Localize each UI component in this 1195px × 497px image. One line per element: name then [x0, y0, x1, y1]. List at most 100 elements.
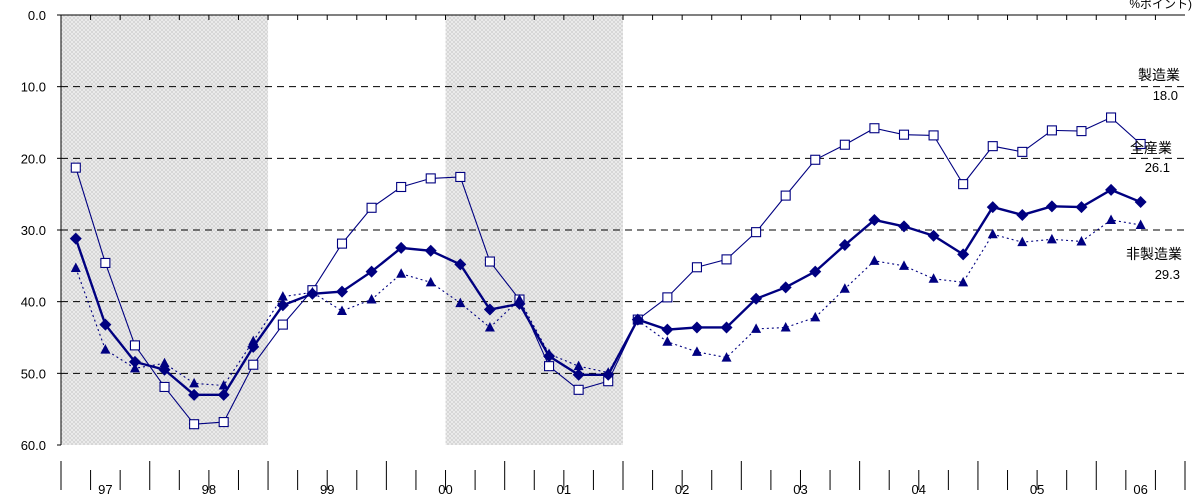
data-point [365, 265, 378, 278]
data-point [662, 336, 673, 346]
data-point [189, 419, 200, 430]
data-point [1076, 126, 1087, 137]
data-point [839, 139, 850, 150]
data-point [691, 346, 702, 356]
data-point [396, 268, 407, 278]
x-tick-label: 00 [438, 482, 452, 497]
data-point [987, 228, 998, 239]
data-point [455, 171, 466, 183]
data-point [1017, 236, 1028, 247]
series-labels: 製造業 18.0 全産業 26.1 非製造業 29.3 [1126, 68, 1182, 282]
data-point [425, 173, 436, 184]
x-tick-label: 01 [557, 482, 571, 497]
data-point [1046, 125, 1057, 136]
data-point [721, 352, 732, 362]
data-point [218, 380, 229, 390]
data-point [189, 377, 200, 388]
data-point [159, 381, 170, 393]
data-point [544, 348, 555, 358]
data-point [810, 154, 821, 165]
series-lines [69, 112, 1147, 430]
series-label: 非製造業 [1126, 247, 1182, 263]
data-point [248, 335, 259, 346]
data-point [661, 323, 674, 336]
data-point [248, 359, 259, 370]
data-point [1135, 219, 1146, 229]
data-point [129, 340, 140, 351]
data-point [218, 417, 229, 428]
data-point [721, 254, 732, 265]
series-end-value: 29.3 [1155, 267, 1180, 282]
data-point [128, 355, 141, 368]
data-point [751, 227, 762, 238]
data-point [898, 129, 910, 140]
data-point [898, 220, 910, 233]
y-tick-label: 0.0 [28, 8, 46, 23]
data-point [868, 213, 881, 226]
data-point [276, 299, 289, 312]
data-point [1076, 235, 1087, 246]
data-point [662, 292, 673, 303]
data-point [1046, 233, 1057, 244]
data-point [1105, 183, 1118, 196]
data-point [780, 190, 791, 201]
data-point [455, 297, 466, 308]
data-point [572, 368, 585, 381]
data-point [1134, 196, 1147, 209]
data-point [838, 239, 851, 252]
data-point [366, 202, 377, 213]
data-point [336, 238, 348, 249]
data-point [632, 314, 643, 325]
data-point [986, 201, 999, 214]
data-point [454, 258, 467, 271]
data-point [987, 141, 998, 152]
x-tick-label: 99 [320, 482, 334, 497]
data-point [100, 344, 111, 354]
x-tick-label: 06 [1133, 482, 1147, 497]
data-point [425, 276, 436, 287]
data-point [1075, 201, 1088, 214]
data-point [1106, 214, 1117, 224]
data-point [603, 367, 614, 377]
series-label: 製造業 [1138, 68, 1180, 84]
data-point [780, 321, 791, 332]
x-tick-label: 98 [202, 482, 216, 497]
data-point [99, 318, 112, 331]
data-point [277, 291, 288, 301]
data-point [779, 281, 792, 294]
data-point [514, 294, 525, 304]
axes: 0.0 10.0 20.0 30.0 40.0 50.0 60.0 97 98 99 00 01 02 0… [21, 8, 1186, 497]
data-point [129, 362, 140, 373]
data-point [573, 360, 584, 371]
data-point [1016, 208, 1029, 221]
shaded-period [61, 15, 269, 445]
data-point [484, 256, 495, 267]
data-point [750, 292, 763, 305]
data-point [751, 323, 762, 333]
x-tick-label: 02 [675, 482, 689, 497]
data-point [928, 273, 939, 283]
data-point [1017, 146, 1028, 157]
series-end-value: 18.0 [1153, 88, 1178, 103]
data-point [307, 286, 318, 297]
data-point [927, 229, 940, 242]
data-point [720, 321, 733, 334]
data-point [70, 262, 81, 272]
unit-label: %ポイント) [1129, 0, 1192, 11]
data-point [396, 181, 407, 193]
data-point [424, 244, 437, 257]
data-point [395, 241, 408, 254]
data-point [869, 255, 880, 265]
data-point [100, 257, 111, 269]
data-point [1106, 112, 1117, 123]
data-point [337, 305, 347, 315]
data-point [336, 285, 348, 298]
y-tick-label: 10.0 [21, 80, 46, 95]
data-point [217, 388, 230, 401]
series-end-value: 26.1 [1145, 160, 1170, 175]
data-point [899, 260, 909, 270]
data-point [928, 130, 939, 141]
data-point [1045, 200, 1058, 213]
y-tick-label: 50.0 [21, 366, 46, 381]
